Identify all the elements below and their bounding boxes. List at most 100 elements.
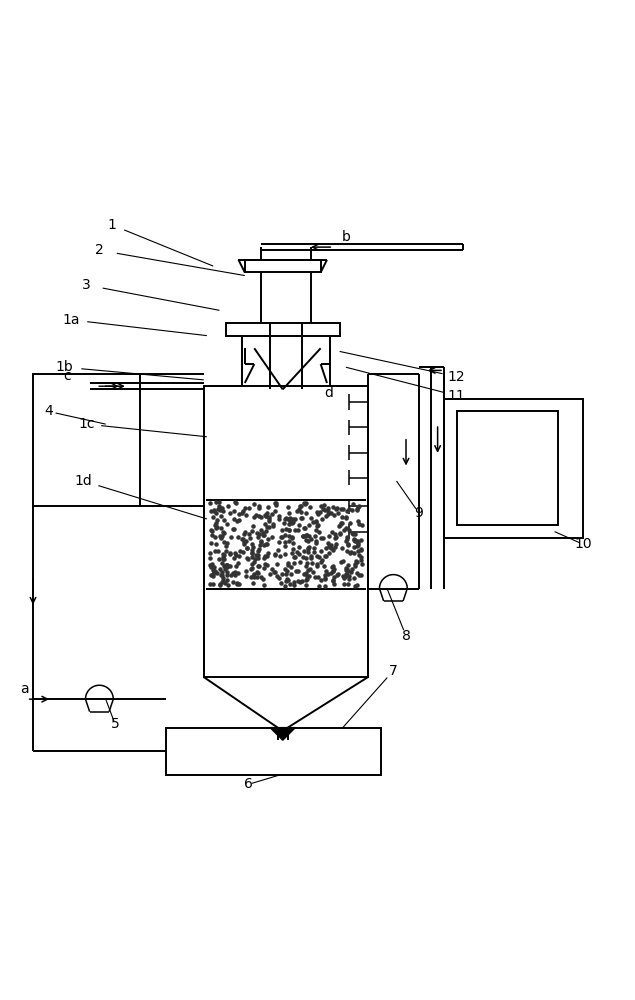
Point (218, 549, 229, 565)
Point (232, 576, 242, 592)
Point (270, 564, 280, 580)
Point (211, 520, 221, 536)
Point (248, 575, 258, 591)
Point (288, 514, 298, 530)
Point (343, 576, 353, 592)
Point (316, 554, 326, 570)
Point (313, 517, 323, 533)
Point (330, 576, 340, 592)
Point (342, 510, 352, 526)
Point (238, 503, 248, 519)
Point (217, 530, 227, 546)
Point (304, 528, 314, 544)
Point (298, 528, 308, 544)
Point (342, 536, 352, 552)
Point (335, 517, 345, 533)
Point (343, 537, 353, 553)
Point (232, 575, 242, 591)
Point (267, 506, 277, 522)
Point (328, 499, 338, 515)
Point (328, 558, 338, 574)
Point (311, 513, 321, 529)
Point (251, 547, 261, 563)
Point (228, 565, 238, 581)
Point (326, 537, 336, 553)
Point (344, 557, 354, 573)
Bar (457, 411, 558, 525)
Point (288, 529, 298, 545)
Point (287, 515, 297, 531)
Point (215, 520, 225, 536)
Point (258, 560, 269, 576)
Point (349, 570, 359, 586)
Point (271, 495, 281, 511)
Point (294, 539, 304, 555)
Point (342, 561, 352, 577)
Point (356, 552, 366, 568)
Point (264, 545, 274, 561)
Point (353, 537, 363, 553)
Point (277, 522, 287, 538)
Point (302, 527, 312, 543)
Point (279, 546, 290, 562)
Point (231, 495, 241, 511)
Point (311, 533, 321, 549)
Point (218, 558, 229, 574)
Point (323, 545, 333, 561)
Point (229, 550, 239, 566)
Point (262, 557, 272, 573)
Point (280, 511, 290, 527)
Point (285, 513, 295, 529)
Point (326, 540, 337, 556)
Point (312, 558, 323, 574)
Point (349, 545, 359, 561)
Point (295, 554, 305, 570)
Point (344, 563, 354, 579)
Point (331, 567, 342, 583)
Point (218, 512, 229, 528)
Point (208, 576, 218, 592)
Point (341, 560, 351, 576)
Point (253, 543, 264, 559)
Point (217, 567, 227, 583)
Point (357, 556, 367, 572)
Point (213, 501, 223, 517)
Text: 7: 7 (389, 664, 398, 678)
Point (293, 573, 303, 589)
Point (218, 570, 228, 586)
Point (270, 546, 280, 562)
Point (220, 538, 231, 554)
Point (314, 578, 324, 594)
Point (217, 574, 227, 590)
Point (243, 550, 253, 566)
Point (222, 567, 232, 583)
Point (211, 505, 221, 521)
Point (222, 564, 232, 580)
Point (230, 494, 240, 510)
Point (309, 544, 319, 560)
Point (344, 522, 354, 538)
Point (213, 551, 224, 567)
Point (269, 564, 279, 580)
Point (332, 500, 342, 516)
Point (283, 499, 293, 515)
Point (356, 517, 366, 533)
Point (219, 525, 229, 541)
Point (340, 566, 351, 582)
Point (349, 531, 359, 547)
Point (208, 566, 218, 582)
Point (319, 570, 330, 586)
Point (219, 547, 229, 563)
Point (208, 509, 218, 525)
Point (249, 569, 259, 585)
Point (283, 557, 293, 573)
Point (352, 565, 362, 581)
Point (204, 545, 215, 561)
Point (328, 563, 338, 579)
Point (315, 504, 325, 520)
Point (337, 515, 347, 531)
Text: 5: 5 (111, 717, 119, 731)
Point (304, 539, 314, 555)
Point (262, 536, 272, 552)
Point (272, 568, 282, 584)
